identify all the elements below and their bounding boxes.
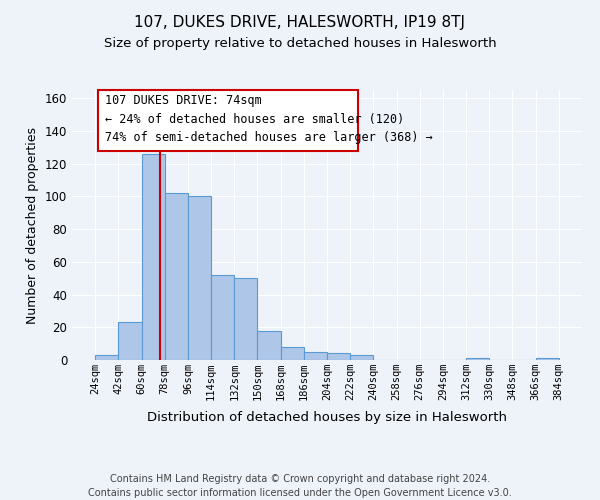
- Bar: [211, 275, 234, 360]
- Bar: [165, 193, 188, 360]
- Bar: [327, 354, 350, 360]
- Bar: [350, 355, 373, 360]
- Text: 107 DUKES DRIVE: 74sqm
← 24% of detached houses are smaller (120)
74% of semi-de: 107 DUKES DRIVE: 74sqm ← 24% of detached…: [105, 94, 433, 144]
- Bar: [95, 355, 118, 360]
- Bar: [304, 352, 327, 360]
- Text: Size of property relative to detached houses in Halesworth: Size of property relative to detached ho…: [104, 38, 496, 51]
- Text: Contains HM Land Registry data © Crown copyright and database right 2024.
Contai: Contains HM Land Registry data © Crown c…: [88, 474, 512, 498]
- Bar: [466, 358, 489, 360]
- Y-axis label: Number of detached properties: Number of detached properties: [26, 126, 39, 324]
- Text: 107, DUKES DRIVE, HALESWORTH, IP19 8TJ: 107, DUKES DRIVE, HALESWORTH, IP19 8TJ: [134, 15, 466, 30]
- Bar: [142, 154, 165, 360]
- Bar: [234, 278, 257, 360]
- Bar: [257, 330, 281, 360]
- Bar: [281, 347, 304, 360]
- X-axis label: Distribution of detached houses by size in Halesworth: Distribution of detached houses by size …: [147, 412, 507, 424]
- Bar: [536, 358, 559, 360]
- Bar: [118, 322, 142, 360]
- Bar: [188, 196, 211, 360]
